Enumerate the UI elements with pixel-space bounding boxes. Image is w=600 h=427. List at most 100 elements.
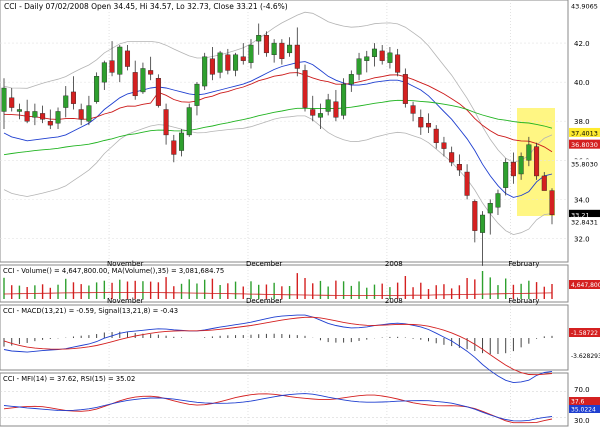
candle-body: [155, 78, 161, 106]
candle-body: [256, 35, 262, 42]
candle-body: [549, 190, 555, 216]
x-tick-label: 2008: [385, 260, 403, 268]
candle-body: [117, 46, 123, 75]
candle-body: [287, 44, 293, 54]
x-tick-label: November: [107, 260, 144, 268]
candle-body: [179, 132, 185, 151]
y-tick-label: 42.0: [574, 40, 590, 48]
macd-line: [3, 314, 553, 384]
candle-body: [32, 111, 38, 118]
candle-body: [418, 117, 424, 128]
candle-body: [279, 42, 285, 59]
candle-body: [94, 76, 100, 102]
price-tag-label: 35.8030: [571, 161, 598, 169]
candle-body: [70, 91, 76, 104]
candle-body: [534, 146, 540, 177]
candle-body: [387, 52, 393, 63]
candle-body: [171, 140, 177, 155]
candle-body: [78, 109, 84, 120]
candle-body: [302, 70, 308, 108]
candle-body: [402, 74, 408, 104]
x-tick-label: February: [508, 260, 539, 268]
volume-ma-line: [3, 292, 553, 296]
price-tag-label: 32.8431: [571, 219, 598, 227]
candle-body: [348, 74, 354, 85]
chart-title: CCI - Daily 07/02/2008 Open 34.45, Hi 34…: [4, 2, 288, 11]
price-tag-label: 37.4013: [571, 129, 598, 137]
y-tick-label: 40.0: [574, 79, 590, 87]
y-tick-label: 32.0: [574, 235, 590, 243]
price-tag-bg: [569, 217, 600, 227]
mfi-line: [3, 393, 553, 424]
price-tag-bg: [569, 209, 600, 219]
candle-body: [541, 175, 547, 191]
signal-tag-label: -3.628293: [571, 353, 600, 360]
candle-body: [379, 50, 385, 61]
x-tick-label: February: [508, 297, 539, 305]
candle-body: [518, 156, 524, 175]
price-tag-label: 43.9065: [571, 2, 598, 10]
candle-body: [186, 107, 192, 136]
candle-body: [510, 162, 516, 177]
candle-body: [194, 83, 200, 106]
sma-blue-line: [3, 61, 553, 198]
candle-body: [101, 62, 107, 83]
candle-body: [464, 171, 470, 196]
rsi-tag-label: 35.0224: [571, 407, 596, 414]
macd-tag-label: -1.58722: [571, 330, 598, 337]
sma-green-line: [3, 99, 553, 156]
macd-tag-bg: [569, 328, 600, 337]
candle-body: [124, 50, 131, 67]
candle-body: [263, 35, 269, 54]
candle-body: [487, 203, 493, 214]
candle-body: [109, 60, 115, 73]
candle-body: [456, 164, 462, 171]
mfi-tag-label: 37.6: [571, 399, 585, 406]
candle-body: [395, 54, 401, 73]
candle-body: [16, 109, 22, 112]
x-tick-label: 2008: [385, 297, 403, 305]
price-tag-bg: [569, 0, 600, 10]
mfi-rsi-label: CCI - MFI(14) = 37.62, RSI(15) = 35.02: [3, 375, 135, 383]
candle-body: [140, 68, 146, 93]
candle-body: [217, 52, 223, 73]
mfi-tick-label: 30.0: [574, 417, 590, 425]
candle-body: [248, 44, 254, 63]
x-tick-label: November: [107, 297, 144, 305]
price-tag-bg: [569, 139, 600, 149]
candle-body: [364, 56, 370, 61]
price-tag-bg: [569, 127, 600, 137]
mfi-rsi-panel: [0, 372, 569, 427]
candle-body: [410, 105, 416, 114]
lower-band-line: [3, 115, 553, 236]
candle-body: [24, 111, 30, 122]
mfi-tag-bg: [569, 397, 600, 405]
candle-body: [472, 201, 478, 231]
candle-body: [441, 142, 447, 149]
candle-body: [55, 111, 61, 124]
candle-body: [233, 54, 239, 71]
candle-body: [371, 48, 377, 57]
candle-body: [40, 113, 46, 120]
y-tick-label: 38.0: [574, 118, 590, 126]
candle-body: [225, 54, 231, 71]
candle-body: [425, 122, 432, 128]
signal-tag-bg: [569, 351, 600, 360]
candle-body: [333, 101, 339, 118]
candle-body: [163, 109, 169, 136]
macd-label: CCI - MACD(13,21) = -0.59, Signal(13,21,…: [3, 307, 178, 315]
candle-body: [341, 83, 347, 116]
candle-body: [503, 162, 509, 188]
candle-body: [1, 87, 7, 112]
candle-body: [433, 128, 439, 143]
candle-body: [86, 105, 92, 122]
x-tick-label: December: [246, 260, 282, 268]
candle-body: [9, 97, 15, 108]
volume-label: CCI - Volume() = 4,647,800.00, MA(Volume…: [3, 267, 224, 275]
candle-body: [271, 42, 277, 56]
x-tick-label: December: [246, 297, 282, 305]
volume-panel: [0, 264, 569, 303]
rsi-tag-bg: [569, 405, 600, 413]
candle-body: [240, 56, 246, 61]
candle-body: [63, 95, 69, 108]
